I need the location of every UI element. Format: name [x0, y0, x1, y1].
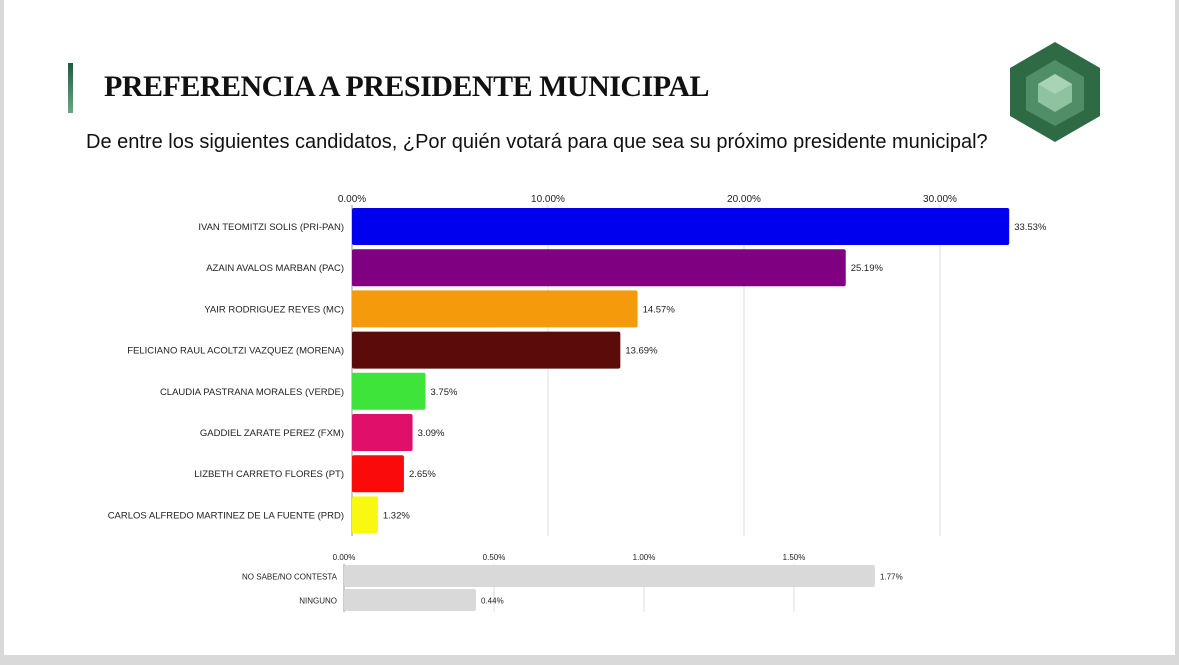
category-label: FELICIANO RAUL ACOLTZI VAZQUEZ (MORENA) [127, 346, 344, 357]
tick-label: 20.00% [727, 194, 761, 205]
category-label: IVAN TEOMITZI SOLIS (PRI-PAN) [198, 222, 344, 233]
survey-question: De entre los siguientes candidatos, ¿Por… [86, 131, 988, 153]
tick-label: 30.00% [923, 194, 957, 205]
category-label: CARLOS ALFREDO MARTINEZ DE LA FUENTE (PR… [108, 510, 344, 521]
tick-label: 1.00% [633, 553, 656, 562]
data-label: 3.75% [431, 387, 458, 398]
data-label: 3.09% [418, 428, 445, 439]
bar [352, 208, 1010, 245]
data-label: 13.69% [625, 346, 658, 357]
data-label: 1.77% [880, 573, 903, 582]
bar [352, 290, 638, 328]
tick-label: 0.00% [338, 194, 366, 205]
category-label: YAIR RODRIGUEZ REYES (MC) [204, 304, 344, 315]
data-label: 2.65% [409, 469, 436, 480]
category-label: AZAIN AVALOS MARBAN (PAC) [206, 263, 344, 274]
bar [352, 455, 404, 493]
bar [352, 496, 378, 534]
data-label: 1.32% [383, 510, 410, 521]
data-label: 14.57% [643, 304, 676, 315]
tick-label: 10.00% [531, 194, 565, 205]
bar [344, 589, 476, 611]
bar [352, 331, 621, 369]
data-label: 25.19% [851, 263, 884, 274]
category-label: NO SABE/NO CONTESTA [242, 573, 338, 582]
category-label: LIZBETH CARRETO FLORES (PT) [194, 469, 344, 480]
data-label: 0.44% [481, 597, 504, 606]
hexagon-logo-icon [1010, 42, 1100, 142]
category-label: GADDIEL ZARATE PEREZ (FXM) [200, 428, 344, 439]
title-accent-bar [68, 63, 73, 113]
bar [352, 372, 426, 410]
category-label: CLAUDIA PASTRANA MORALES (VERDE) [160, 387, 344, 398]
tick-label: 0.00% [333, 553, 356, 562]
page-title: PREFERENCIA A PRESIDENTE MUNICIPAL [104, 70, 710, 103]
bar [344, 565, 875, 587]
bar [352, 414, 413, 451]
category-label: NINGUNO [299, 597, 337, 606]
slide [4, 0, 1175, 655]
tick-label: 0.50% [483, 553, 506, 562]
bar [352, 249, 846, 287]
tick-label: 1.50% [783, 553, 806, 562]
data-label: 33.53% [1014, 222, 1047, 233]
